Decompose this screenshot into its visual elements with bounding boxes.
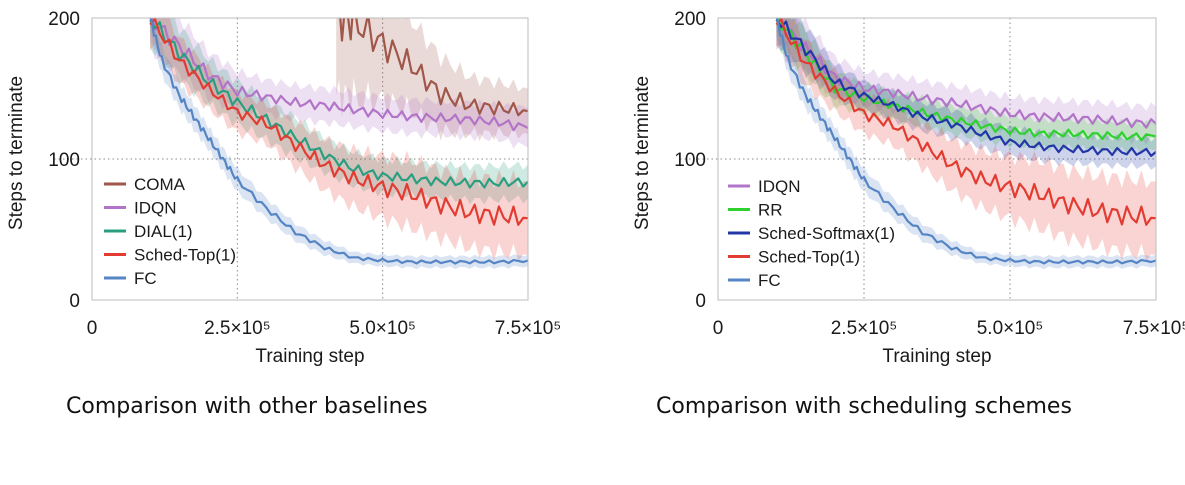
- series-line-fc: [149, 18, 528, 265]
- caption-right: Comparison with scheduling schemes: [656, 394, 1072, 419]
- series-line-dial-1-: [149, 19, 528, 189]
- series-band-idqn: [776, 18, 1156, 145]
- legend-label: Sched-Top(1): [758, 248, 860, 267]
- x-tick-label: 5.0×10⁵: [349, 318, 416, 339]
- legend-label: IDQN: [758, 177, 801, 196]
- y-tick-label: 100: [674, 150, 706, 171]
- legend-label: FC: [134, 269, 157, 288]
- series-band-idqn: [150, 18, 528, 149]
- legend-label: Sched-Top(1): [134, 246, 236, 265]
- x-tick-label: 0: [713, 318, 724, 339]
- legend-label: COMA: [134, 175, 186, 194]
- legend-label: Sched-Softmax(1): [758, 224, 895, 243]
- series-line-sched-top-1-: [149, 18, 528, 226]
- legend-label: IDQN: [134, 199, 177, 218]
- y-tick-label: 0: [695, 291, 706, 312]
- series-line-sched-softmax-1-: [775, 19, 1156, 157]
- x-axis-label: Training step: [882, 346, 991, 367]
- y-tick-label: 100: [48, 150, 80, 171]
- series-line-sched-top-1-: [775, 18, 1156, 226]
- y-tick-label: 200: [674, 9, 706, 30]
- series-line-idqn: [151, 18, 528, 132]
- x-axis-label: Training step: [255, 346, 364, 367]
- x-tick-label: 2.5×10⁵: [831, 318, 898, 339]
- y-tick-label: 0: [69, 291, 80, 312]
- y-tick-label: 200: [48, 9, 80, 30]
- series-line-idqn: [776, 18, 1156, 129]
- y-axis-label: Steps to terminate: [632, 76, 653, 230]
- x-tick-label: 0: [87, 318, 98, 339]
- series-band-sched-top-1-: [150, 18, 528, 262]
- x-tick-label: 7.5×10⁵: [1123, 318, 1185, 339]
- chart-panel-2: 0 100 200 0 2.5×10⁵ 5.0×10⁵ 7.5×10⁵ Training st…: [632, 9, 1185, 367]
- x-tick-label: 5.0×10⁵: [977, 318, 1044, 339]
- x-tick-label: 2.5×10⁵: [204, 318, 271, 339]
- chart-panel-1: 0 100 200 0 2.5×10⁵ 5.0×10⁵ 7.5×10⁵ Training st…: [6, 9, 562, 367]
- plot-frame: [91, 17, 529, 301]
- y-axis-label: Steps to terminate: [6, 76, 27, 230]
- series-line-rr: [777, 18, 1156, 142]
- series-line-fc: [775, 18, 1156, 265]
- series-line-coma: [336, 18, 528, 117]
- caption-left: Comparison with other baselines: [66, 394, 428, 419]
- legend-label: RR: [758, 201, 783, 220]
- legend-label: DIAL(1): [134, 222, 193, 241]
- plot-frame: [717, 17, 1157, 301]
- x-tick-label: 7.5×10⁵: [495, 318, 562, 339]
- series-band-sched-top-1-: [776, 18, 1156, 262]
- legend-label: FC: [758, 271, 781, 290]
